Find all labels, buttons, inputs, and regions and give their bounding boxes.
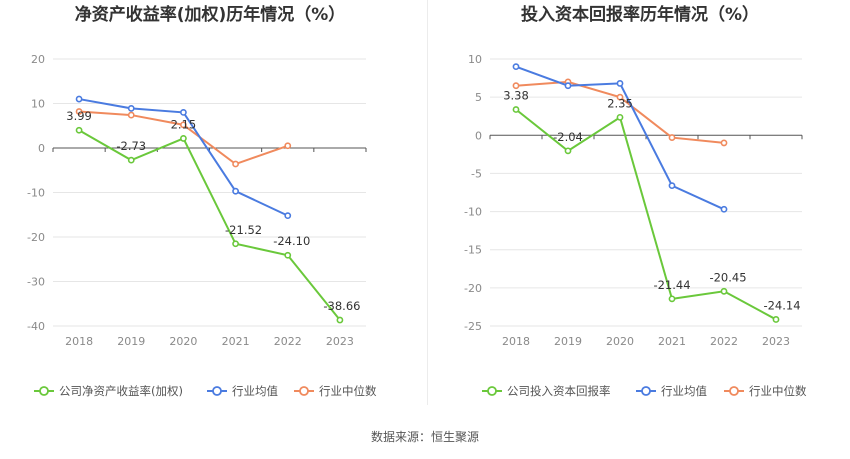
data-point-company <box>180 135 187 142</box>
data-point-industry_avg <box>232 187 239 195</box>
legend-label-industry_avg: 行业均值 <box>661 384 707 398</box>
data-point-industry_avg <box>668 182 676 190</box>
y-tick-label: -25 <box>464 320 482 333</box>
legend-label-industry_avg: 行业均值 <box>232 384 278 398</box>
y-tick-label: -5 <box>471 167 482 180</box>
data-label: -20.45 <box>709 270 746 284</box>
roe-chart-title: 净资产收益率(加权)历年情况（%） <box>74 5 346 25</box>
data-point-industry_avg <box>75 95 83 103</box>
data-point-company <box>336 316 344 324</box>
data-label: -24.14 <box>763 298 800 312</box>
data-point-industry_avg <box>616 80 624 87</box>
data-label: 2.15 <box>171 117 197 131</box>
data-point-company <box>720 287 728 295</box>
x-tick-label: 2020 <box>606 335 634 348</box>
series-line-industry_avg <box>515 65 725 211</box>
data-point-company <box>75 126 83 134</box>
legend-marker-company <box>487 386 497 396</box>
legend-marker-company <box>39 386 49 396</box>
data-source-note: 数据来源：恒生聚源 <box>370 430 479 444</box>
data-point-industry_median <box>720 139 728 147</box>
x-tick-label: 2018 <box>65 335 93 348</box>
data-point-industry_median <box>284 142 292 150</box>
data-point-industry_median <box>127 111 135 119</box>
y-tick-label: -10 <box>27 187 45 200</box>
y-tick-label: -40 <box>27 320 45 333</box>
data-point-company <box>284 251 292 259</box>
x-tick-label: 2022 <box>274 335 302 348</box>
data-point-company <box>772 316 780 323</box>
y-tick-label: -20 <box>464 282 482 295</box>
data-point-industry_avg <box>127 104 135 112</box>
roe-chart: 20 10 0 -10 -20 -30 -40 2018 2019 2020 2021 2022 202… <box>27 53 377 398</box>
roic-chart-title: 投入资本回报率历年情况（%） <box>520 5 760 25</box>
legend-label-company: 公司净资产收益率(加权) <box>59 384 183 398</box>
legend-marker-industry_median <box>729 386 739 396</box>
y-tick-label: 10 <box>31 98 45 111</box>
x-tick-label: 2018 <box>502 335 530 348</box>
data-label: 3.99 <box>66 109 92 123</box>
data-point-industry_avg <box>180 109 187 116</box>
legend-marker-industry_median <box>299 386 309 396</box>
data-point-company <box>512 106 520 113</box>
series-line-company <box>515 108 777 321</box>
data-label: -21.44 <box>653 278 690 292</box>
data-point-industry_avg <box>284 212 292 220</box>
y-tick-label: -20 <box>27 231 45 244</box>
x-tick-label: 2023 <box>326 335 354 348</box>
y-tick-label: -10 <box>464 206 482 219</box>
panel-divider <box>427 0 428 405</box>
data-point-industry_median <box>512 82 520 90</box>
data-label: -2.04 <box>553 130 583 144</box>
legend-marker-industry_avg <box>212 386 222 396</box>
data-point-company <box>127 156 135 164</box>
legend-label-industry_median: 行业中位数 <box>749 384 807 398</box>
series-line-company <box>78 129 341 321</box>
y-tick-label: 0 <box>475 129 482 142</box>
x-tick-label: 2019 <box>554 335 582 348</box>
data-point-industry_median <box>75 108 83 115</box>
y-tick-label: -15 <box>464 244 482 257</box>
data-label: 2.35 <box>607 96 633 110</box>
x-tick-label: 2021 <box>222 335 250 348</box>
y-tick-label: 20 <box>31 53 45 66</box>
y-tick-label: 10 <box>468 53 482 66</box>
data-point-company <box>564 147 572 155</box>
data-label: 3.38 <box>503 89 529 103</box>
data-point-industry_median <box>232 160 239 168</box>
data-point-company <box>232 240 239 248</box>
legend-label-industry_median: 行业中位数 <box>319 384 377 398</box>
x-tick-label: 2020 <box>169 335 197 348</box>
data-label: -24.10 <box>273 234 310 248</box>
x-tick-label: 2021 <box>658 335 686 348</box>
data-point-industry_median <box>668 134 676 141</box>
x-tick-label: 2022 <box>710 335 738 348</box>
legend-marker-industry_avg <box>641 386 651 396</box>
legend-label-company: 公司投入资本回报率 <box>507 384 611 398</box>
y-tick-label: 5 <box>475 91 482 104</box>
roic-chart: 10 5 0 -5 -10 -15 -20 -25 2018 2019 2020 2021 2022 20… <box>464 53 807 398</box>
data-point-company <box>616 113 624 121</box>
y-tick-label: -30 <box>27 276 45 289</box>
data-label: -38.66 <box>323 299 360 313</box>
x-tick-label: 2023 <box>762 335 790 348</box>
data-point-industry_avg <box>512 63 520 71</box>
x-tick-label: 2019 <box>117 335 145 348</box>
y-tick-label: 0 <box>38 142 45 155</box>
data-point-industry_avg <box>564 82 572 90</box>
data-point-company <box>668 295 676 303</box>
data-point-industry_avg <box>720 205 728 213</box>
data-label: -21.52 <box>225 223 262 237</box>
data-point-industry_median <box>616 93 624 101</box>
data-point-industry_median <box>180 121 187 129</box>
data-label: -2.73 <box>116 139 146 153</box>
